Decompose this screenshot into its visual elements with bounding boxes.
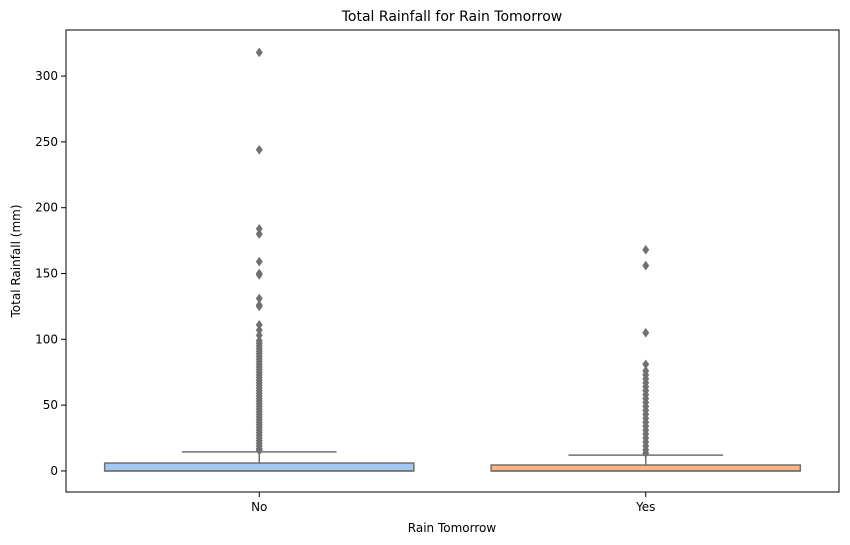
x-axis-label: Rain Tomorrow (408, 521, 497, 535)
y-tick-label: 50 (43, 398, 58, 412)
plot-frame (65, 29, 840, 493)
outlier-point (255, 256, 263, 267)
y-tick-label: 150 (35, 267, 58, 281)
outlier-point (642, 448, 650, 459)
y-tick-label: 250 (35, 135, 58, 149)
outlier-point (255, 144, 263, 155)
y-tick-label: 100 (35, 332, 58, 346)
y-tick-label: 200 (35, 201, 58, 215)
outlier-point (255, 47, 263, 58)
x-tick-label: Yes (635, 500, 655, 514)
x-tick-label: No (251, 500, 267, 514)
outlier-point (642, 260, 650, 271)
plot-area: 0 50 100 150 200 250 300 No Yes (35, 47, 802, 514)
outlier-point (255, 300, 263, 311)
box-yes (490, 464, 802, 472)
y-tick-label: 0 (50, 464, 58, 478)
box-no (103, 462, 415, 472)
outlier-point (255, 445, 263, 456)
outlier-point (255, 229, 263, 239)
outlier-point (255, 269, 263, 280)
outlier-point (642, 244, 650, 255)
y-axis-label: Total Rainfall (mm) (9, 204, 23, 318)
outlier-point (642, 327, 650, 338)
y-tick-label: 300 (35, 69, 58, 83)
chart-title: Total Rainfall for Rain Tomorrow (341, 9, 562, 25)
